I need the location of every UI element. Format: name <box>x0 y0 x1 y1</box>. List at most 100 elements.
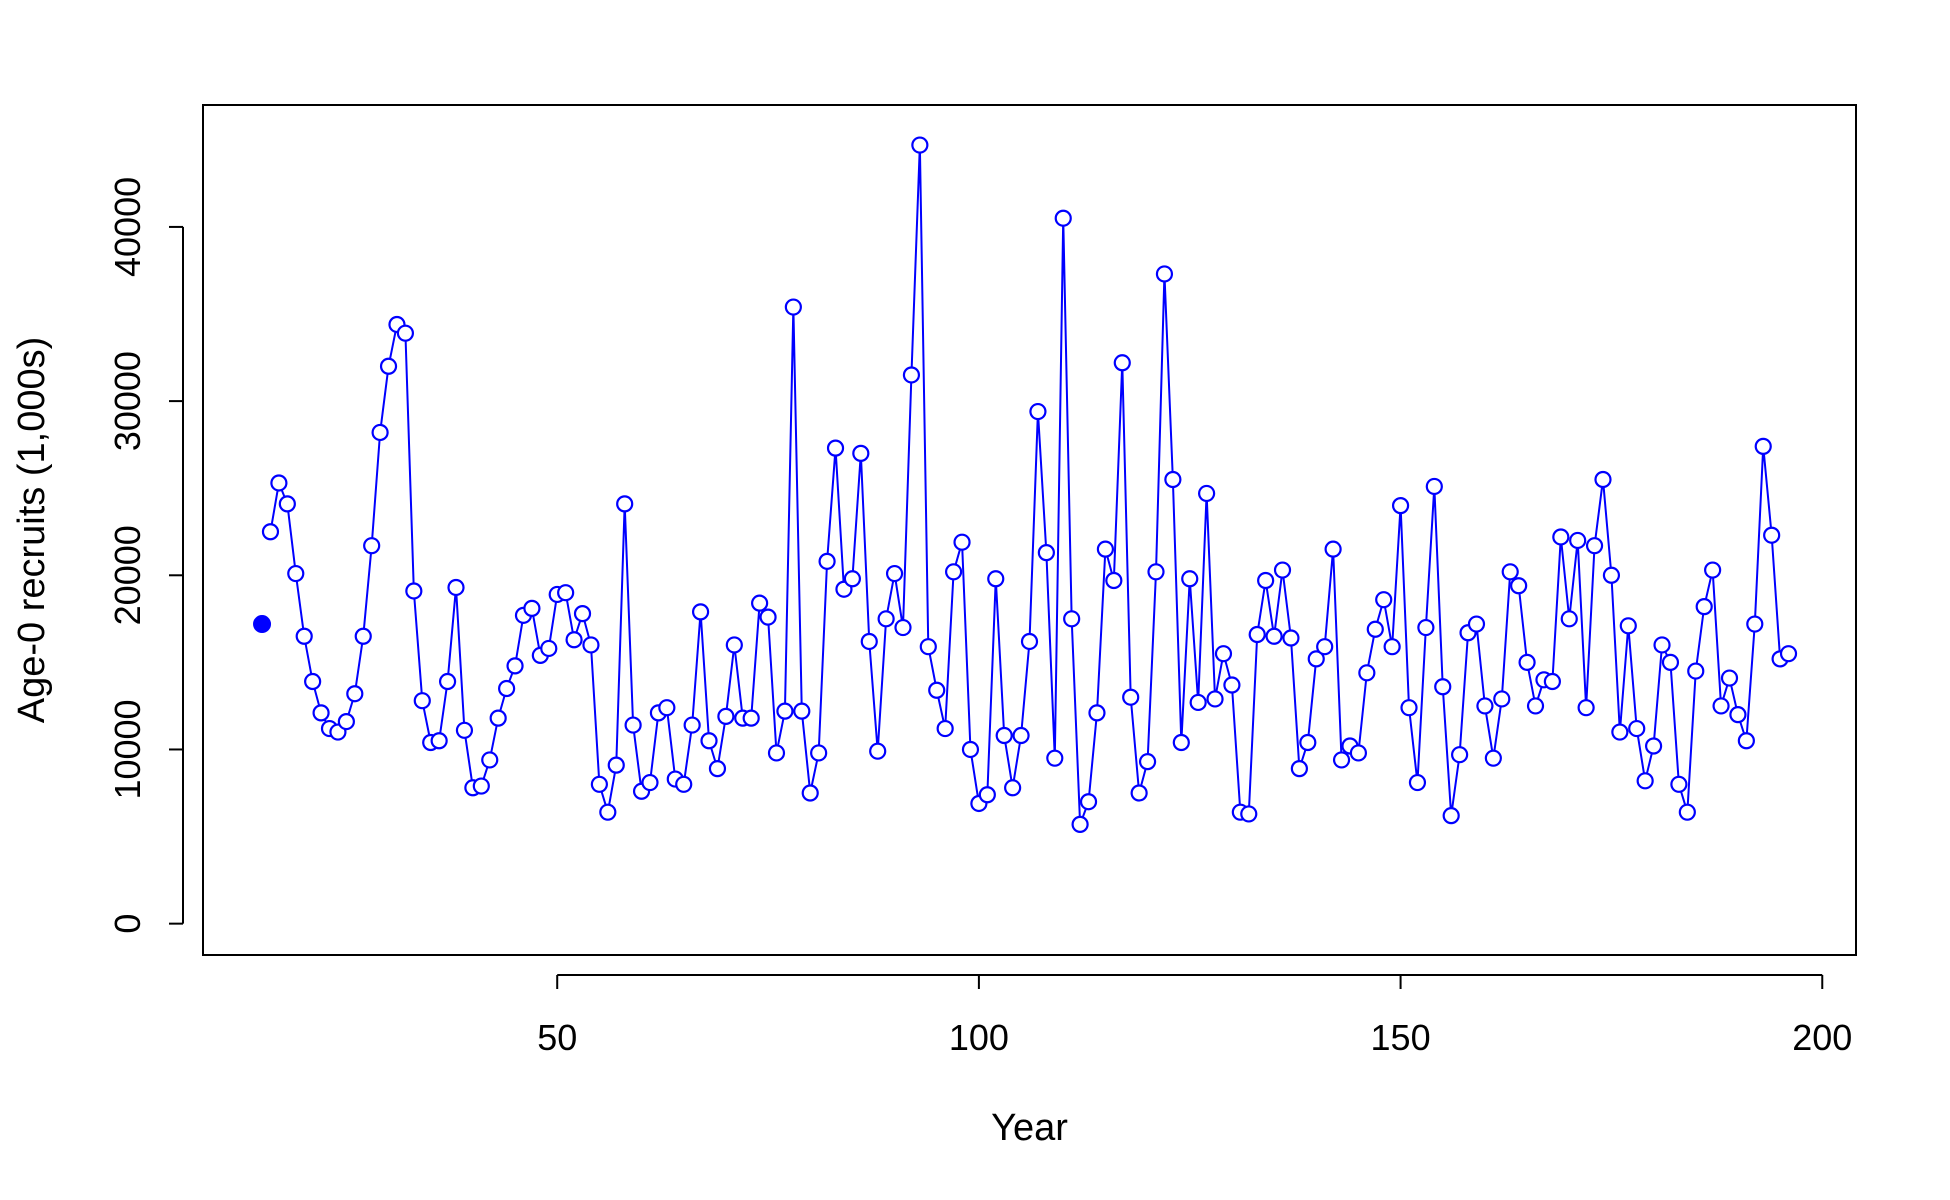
y-tick-label: 0 <box>107 914 148 934</box>
data-point <box>607 756 625 774</box>
data-point <box>1476 697 1494 715</box>
data-point <box>430 732 448 750</box>
data-point <box>1425 477 1443 496</box>
data-point <box>1628 719 1646 738</box>
data-point <box>455 721 474 739</box>
data-point <box>287 564 305 583</box>
data-point <box>742 709 760 727</box>
data-point <box>1273 561 1292 579</box>
data-point <box>1720 669 1739 687</box>
initial-data-point <box>253 615 272 634</box>
data-point <box>1644 737 1663 755</box>
data-point <box>869 742 887 760</box>
y-tick-label: 20000 <box>107 525 148 625</box>
data-point <box>1391 497 1410 515</box>
data-point <box>1358 664 1376 682</box>
data-point <box>616 495 634 513</box>
data-point <box>1004 779 1022 797</box>
data-point <box>784 298 802 316</box>
data-point <box>1299 733 1317 752</box>
data-point <box>852 444 870 462</box>
x-tick-label: 200 <box>1792 1017 1852 1058</box>
data-point <box>1071 815 1089 833</box>
x-tick-label: 50 <box>537 1017 577 1058</box>
data-point <box>928 681 946 699</box>
data-point <box>1181 570 1199 588</box>
data-point <box>573 605 592 623</box>
data-point <box>270 474 288 492</box>
data-point <box>590 775 608 793</box>
data-point <box>911 136 929 154</box>
data-point <box>312 704 330 722</box>
data-point <box>818 552 836 570</box>
data-point <box>1467 615 1486 633</box>
data-point <box>354 627 372 645</box>
x-axis-title: Year <box>991 1107 1068 1149</box>
data-point <box>1670 775 1688 793</box>
data-point <box>1585 537 1604 555</box>
data-point <box>278 495 296 513</box>
data-point <box>1316 638 1334 656</box>
data-point <box>498 679 516 698</box>
data-point <box>717 707 735 725</box>
data-point <box>987 570 1005 588</box>
data-point <box>1577 699 1595 717</box>
data-point <box>337 712 355 731</box>
data-point <box>1383 638 1401 656</box>
data-point <box>1661 653 1680 671</box>
data-point <box>557 584 575 602</box>
data-point <box>1088 704 1106 722</box>
data-point <box>1779 645 1798 663</box>
data-point <box>978 786 996 804</box>
data-point <box>1138 753 1157 771</box>
plot-frame <box>202 104 1857 956</box>
data-point <box>1636 772 1654 790</box>
y-tick-label: 40000 <box>107 177 148 277</box>
data-point <box>1763 526 1781 544</box>
data-point <box>776 702 794 720</box>
data-point <box>1366 620 1384 638</box>
y-axis: 0 10000 20000 30000 40000 <box>107 177 184 934</box>
data-point <box>540 639 558 658</box>
data-point <box>1754 437 1772 455</box>
data-point <box>582 636 600 654</box>
data-point <box>1510 577 1528 595</box>
data-point <box>936 719 954 738</box>
data-point <box>995 726 1013 745</box>
data-point <box>413 692 431 710</box>
data-point <box>1029 402 1047 421</box>
data-point <box>438 672 457 691</box>
data-point <box>953 533 971 551</box>
y-axis-title: Age-0 recruits (1,000s) <box>11 337 53 724</box>
data-point <box>489 709 507 727</box>
data-point <box>759 608 777 626</box>
data-point <box>919 638 937 656</box>
data-point <box>1501 563 1519 581</box>
data-point <box>261 523 280 541</box>
data-point <box>1332 751 1351 769</box>
data-point <box>1307 650 1325 668</box>
data-point <box>405 582 423 600</box>
data-point <box>1046 749 1064 767</box>
data-point <box>1442 807 1460 825</box>
data-point <box>1493 690 1511 708</box>
data-point <box>1746 615 1764 633</box>
data-point <box>1349 744 1368 762</box>
data-point <box>1484 749 1502 767</box>
data-point <box>1282 629 1300 647</box>
data-point <box>1122 688 1140 706</box>
data-point <box>675 775 693 793</box>
data-point <box>396 324 415 342</box>
data-point <box>523 599 541 617</box>
data-point <box>1375 591 1393 609</box>
data-point <box>1408 773 1427 792</box>
data-point <box>472 777 490 795</box>
data-point <box>1290 760 1308 778</box>
data-point <box>902 366 921 384</box>
y-tick-label: 10000 <box>107 699 148 799</box>
data-point <box>1324 540 1342 558</box>
data-point <box>1155 265 1174 283</box>
data-point <box>877 610 895 628</box>
data-point <box>1164 470 1182 489</box>
